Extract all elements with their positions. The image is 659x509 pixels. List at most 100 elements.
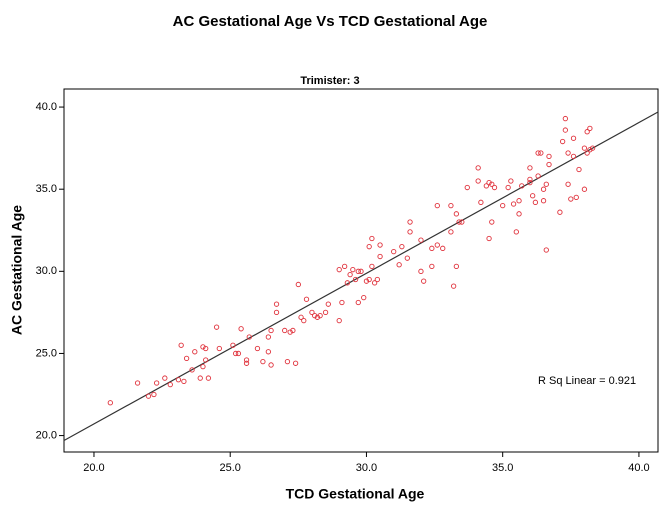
point: [325, 301, 331, 307]
point: [197, 375, 203, 381]
point: [573, 194, 579, 201]
point: [434, 202, 440, 209]
y-tick-label: 20.0: [36, 429, 57, 441]
y-tick-label: 30.0: [36, 265, 57, 277]
point: [238, 326, 244, 332]
point: [273, 309, 280, 316]
point: [200, 344, 206, 350]
point: [505, 184, 511, 191]
point: [175, 377, 182, 383]
point: [538, 150, 544, 156]
point: [565, 150, 571, 156]
y-tick-label: 40.0: [36, 101, 57, 113]
point: [287, 329, 293, 335]
point: [418, 237, 424, 243]
point: [339, 299, 345, 306]
point: [559, 138, 566, 145]
point: [589, 145, 596, 151]
point: [565, 181, 571, 187]
point: [355, 299, 361, 306]
point: [235, 350, 242, 357]
point: [546, 161, 552, 168]
point: [322, 309, 329, 316]
point: [369, 263, 375, 270]
point: [459, 219, 465, 225]
point: [508, 178, 514, 184]
x-axis-label: TCD Gestational Age: [286, 486, 425, 502]
point: [516, 198, 522, 204]
point: [407, 229, 413, 235]
point: [216, 345, 222, 352]
point: [371, 280, 378, 286]
point: [162, 375, 168, 381]
point: [456, 219, 462, 225]
point: [213, 324, 220, 330]
point: [167, 382, 173, 388]
point: [363, 278, 370, 284]
point: [246, 334, 252, 340]
point: [230, 342, 236, 348]
point: [562, 127, 569, 133]
point: [448, 229, 454, 235]
point: [355, 268, 361, 274]
point: [361, 294, 367, 301]
point: [440, 245, 446, 251]
x-tick-label: 20.0: [83, 462, 104, 474]
point: [421, 278, 427, 284]
point: [429, 245, 435, 251]
y-tick-label: 35.0: [36, 183, 57, 195]
point: [366, 244, 372, 250]
point: [265, 349, 272, 355]
point: [273, 301, 280, 307]
x-tick-label: 30.0: [356, 462, 377, 474]
point: [145, 393, 152, 399]
point: [369, 235, 375, 242]
point: [290, 327, 296, 334]
point: [347, 271, 353, 278]
point: [134, 380, 141, 386]
point: [584, 150, 590, 156]
point: [301, 317, 307, 324]
point: [366, 276, 372, 283]
point: [205, 375, 212, 381]
point: [314, 314, 321, 320]
point: [243, 360, 250, 366]
point: [562, 115, 569, 122]
point: [532, 199, 539, 205]
fit-line: [63, 111, 659, 442]
point: [519, 183, 525, 189]
subtitle: Trimister: 3: [300, 75, 359, 87]
point: [570, 153, 577, 159]
point: [298, 314, 304, 320]
point: [581, 186, 588, 192]
point: [303, 296, 310, 302]
point: [448, 202, 454, 209]
point: [151, 391, 157, 398]
point: [475, 178, 481, 184]
point: [203, 345, 209, 352]
point: [540, 186, 547, 192]
point: [336, 317, 342, 324]
point: [404, 255, 410, 261]
point: [543, 181, 549, 187]
point: [453, 263, 460, 270]
y-tick-label: 25.0: [36, 347, 57, 359]
point: [342, 263, 348, 270]
point: [336, 267, 342, 273]
point: [292, 360, 299, 366]
point: [527, 165, 533, 171]
point: [543, 247, 549, 253]
x-tick-label: 25.0: [220, 462, 241, 474]
point: [153, 380, 160, 386]
point: [486, 179, 492, 186]
point: [268, 327, 274, 334]
point: [358, 268, 364, 274]
point: [510, 201, 517, 207]
point: [407, 219, 413, 225]
point: [557, 209, 563, 215]
point: [450, 283, 457, 289]
point: [233, 350, 239, 357]
point: [464, 184, 470, 191]
point: [192, 349, 198, 355]
point: [189, 367, 195, 373]
